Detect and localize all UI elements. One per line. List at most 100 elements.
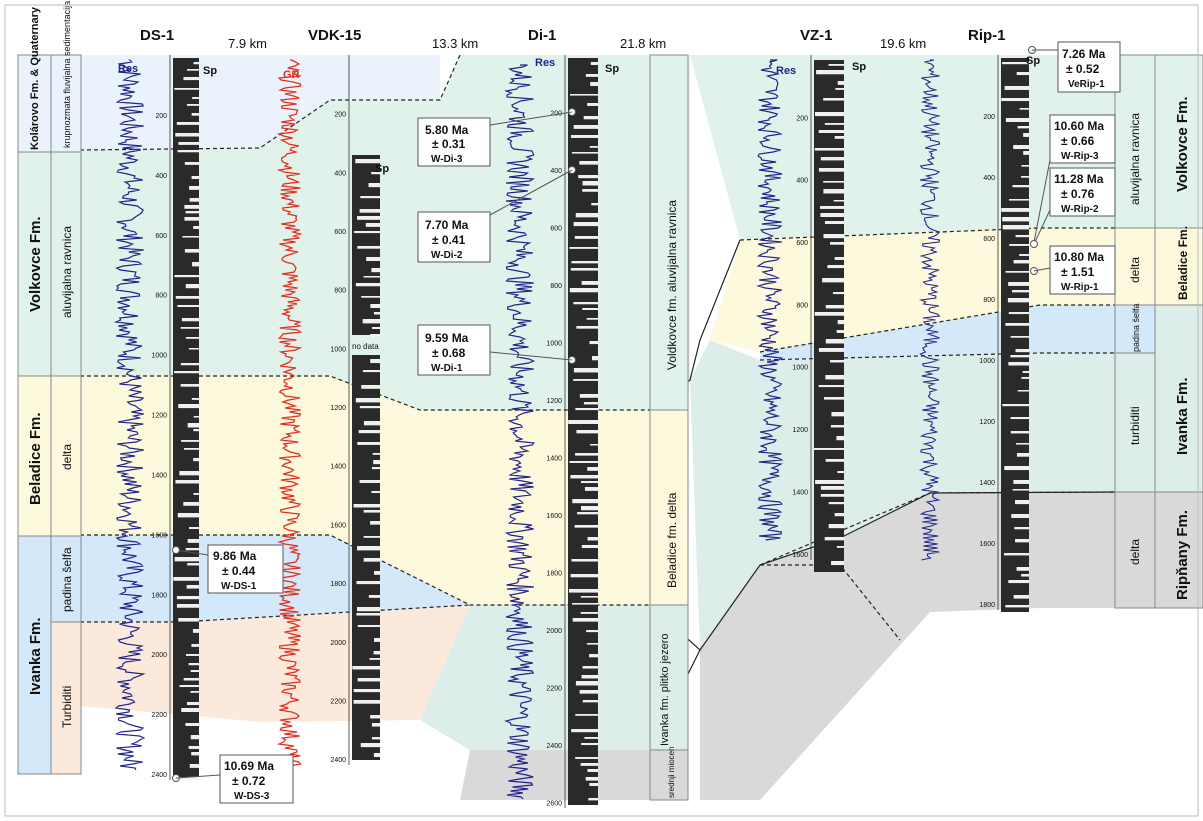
vdk15-sp-log-lower-streak [356,613,380,616]
vz1-sp-log-streak [820,157,844,161]
di1-sp-log-streak [581,675,598,679]
ds1-sp-log-streak [176,604,199,608]
ds1-depth-tick: 200 [155,113,167,120]
di1-sp-log-streak [586,643,598,645]
vz1-sp-log-streak [836,436,844,441]
di1-sp-log-streak [584,737,598,739]
di1-sp-log-streak [573,125,598,129]
age-di1-1: 9.59 Ma [425,331,469,345]
distance-1: 7.9 km [228,36,267,51]
vz1-sp-log-streak [818,130,844,134]
di1-sp-log-streak [590,444,598,446]
sample-di1-1: W-Di-1 [431,363,463,374]
vz1-sp-log-streak [830,242,844,245]
vdk15-sp-log-lower-streak [356,581,380,585]
distance-2: 13.3 km [432,36,478,51]
vdk15-sp-log-lower-streak [371,491,380,494]
rip1-sp-log-streak [1019,254,1029,256]
di1-sp-log-streak [579,394,598,398]
di1-sp-log-streak [576,430,598,434]
ds1-sp-log-streak [186,585,199,589]
vz1-sp-log-streak [837,471,844,474]
vdk15-sp-log-upper-streak [365,223,380,227]
ds1-sp-log-streak [188,746,199,749]
err-di1-1: ± 0.68 [432,346,466,360]
left-formation-column: Kolárovo Fm. & Quaternary krupnozmata fl… [17,1,82,775]
ds1-sp-log-streak [176,596,199,600]
right-fm-1: Volkovce Fm. [1174,96,1191,192]
ds1-sp-log-streak [185,211,199,214]
ds1-depth-tick: 600 [155,233,167,240]
di1-sp-log-streak [575,213,598,218]
di1-sp-log-streak [581,545,598,549]
vdk15-sp-log-lower-streak [361,385,380,389]
kolarovo-fm-label: Kolárovo Fm. & Quaternary [29,6,41,150]
ds1-sp-log-streak [190,735,199,740]
vdk15-sp-log-upper-streak [370,304,380,309]
vdk15-sp-log-lower-streak [370,715,380,719]
vz1-sp-log-streak [822,278,844,283]
rip1-sp-log-streak [1008,580,1029,584]
di1-sp-log-streak [581,743,598,746]
di1-interpretation-column: Voldkovce fm. aluvijalna ravnica Beladic… [649,54,689,801]
rip1-sp-log-streak [1012,185,1029,188]
ds1-sp-log-streak [176,122,199,125]
vz1-sp-log-streak [820,206,844,209]
vdk15-sp-log-upper-streak [371,327,380,329]
ds1-depth-tick: 2200 [151,712,167,719]
di1-sp-log-streak [591,356,598,361]
ds1-sp-log-streak [187,423,199,428]
ds1-sp-log-streak [191,398,199,400]
err-rip1-2: ± 0.76 [1061,187,1095,201]
vdk15-sp-log-lower-streak [373,651,380,655]
vz1-depth-tick: 1000 [792,365,808,372]
di1-sp-log-streak [590,62,598,65]
vdk15-sp-log-lower-streak [373,460,380,465]
vdk15-sp-log-lower-streak [363,558,380,562]
vdk15-sp-log-lower-streak [357,678,380,682]
di1-sp-log-streak [591,203,598,206]
vdk15-sp-log-lower-streak [368,595,380,598]
vdk15-sp-log-upper-streak [363,276,380,278]
ds1-sp-log-streak [183,678,199,681]
ds1-sp-log-streak [174,88,199,90]
distance-4: 19.6 km [880,36,926,51]
ds1-sp-log-streak [175,777,199,780]
vdk15-sp-log-upper-streak [354,231,380,234]
vdk15-depth-tick: 600 [334,229,346,236]
ds1-sp-log-streak [182,236,199,238]
vz1-sp-log-streak [814,112,844,117]
di1-sp-log-streak [569,461,598,463]
ds1-res-trace [113,59,146,771]
ds1-sp-log-streak [185,654,199,656]
ds1-sp-log-streak [178,404,199,409]
ds1-sp-log-streak [193,416,199,418]
kolarovo-env-label: krupnozmata fluvijalna sedimentacija [62,1,72,148]
di1-sp-log-streak [575,757,598,759]
depth-ticks: 200 400 600 800 1000 1200 1400 1600 1800 2000 2200… [151,55,999,808]
di1-sp-log-streak [575,714,598,716]
volkovce-env-label: aluvijalna ravnica [60,226,74,318]
err-di1-3: ± 0.31 [432,137,466,151]
rip1-sp-log-streak [1005,118,1029,123]
rip1-sp-log-streak [1005,271,1029,273]
vz1-sp-log-streak [827,265,844,269]
vz1-sp-log-streak [816,70,844,75]
ds1-sp-log-streak [184,205,199,209]
res-label-vz1: Res [776,65,796,77]
vz1-depth-tick: 1600 [792,552,808,559]
vz1-sp-log-streak [835,88,844,90]
vdk15-sp-log-upper-streak [357,216,380,220]
di1-sp-log-streak [573,379,598,381]
di1-sp-log-streak [583,116,598,120]
ds1-sp-log-streak [188,348,199,350]
vz1-sp-log-streak [831,412,844,417]
vdk15-sp-log-upper-streak [355,159,380,164]
sp-label-rip1: Sp [1026,55,1040,67]
di1-sp-log-streak [575,408,598,411]
vz1-sp-log-streak [828,64,844,66]
ds1-depth-tick: 1600 [151,532,167,539]
di1-sp-log-streak [571,559,598,562]
rip1-sp-log-streak [1016,443,1029,445]
rip1-depth-tick: 1200 [979,419,995,426]
